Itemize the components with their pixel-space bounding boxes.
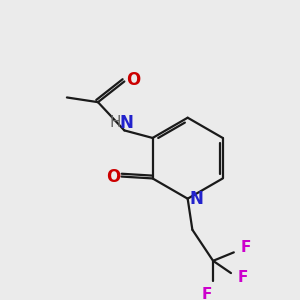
Text: H: H [109,116,121,130]
Text: N: N [119,114,133,132]
Text: F: F [241,240,251,255]
Text: F: F [201,287,212,300]
Text: N: N [189,190,203,208]
Text: O: O [126,70,140,88]
Text: F: F [238,270,248,285]
Text: O: O [106,168,120,186]
